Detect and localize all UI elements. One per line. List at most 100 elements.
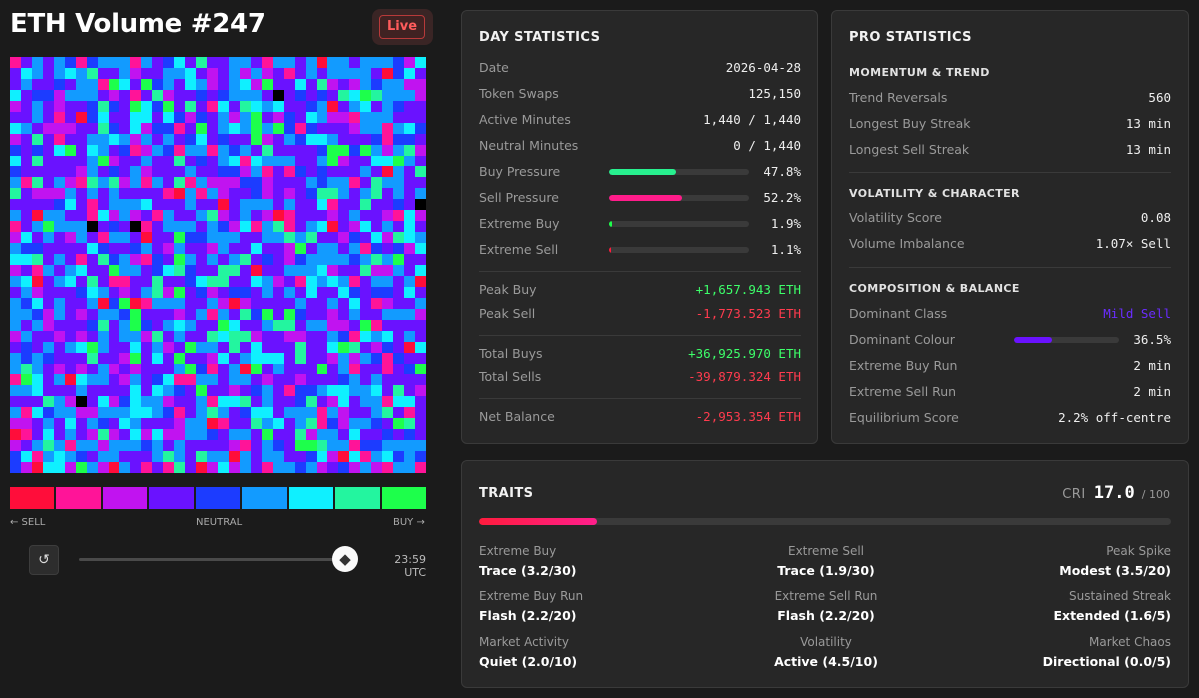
grid-cell xyxy=(360,374,372,386)
grid-cell xyxy=(53,177,65,189)
grid-cell xyxy=(239,221,251,233)
grid-cell xyxy=(207,440,218,452)
replay-button[interactable]: ↺ xyxy=(29,545,59,575)
grid-cell xyxy=(218,418,229,430)
ethereum-icon: ◆ xyxy=(339,550,351,568)
grid-cell xyxy=(415,57,426,68)
grid-cell xyxy=(119,111,131,123)
grid-cell xyxy=(393,396,405,408)
grid-cell xyxy=(294,440,306,452)
grid-cell xyxy=(31,265,43,276)
grid-cell xyxy=(327,308,339,320)
grid-cell xyxy=(152,440,164,452)
day-statistics-title: DAY STATISTICS xyxy=(479,30,601,45)
grid-cell xyxy=(283,352,295,364)
grid-cell xyxy=(305,254,317,265)
grid-cell xyxy=(404,221,416,233)
grid-cell xyxy=(75,265,87,276)
grid-cell xyxy=(31,385,43,397)
grid-cell xyxy=(316,232,328,244)
grid-cell xyxy=(163,451,175,463)
grid-cell xyxy=(360,144,372,156)
grid-cell xyxy=(239,451,251,463)
grid-cell xyxy=(75,144,87,156)
grid-cell xyxy=(207,451,218,463)
grid-cell xyxy=(75,133,87,145)
grid-cell xyxy=(53,374,65,386)
time-slider-track[interactable] xyxy=(79,558,347,561)
grid-cell xyxy=(283,177,295,189)
grid-cell xyxy=(163,122,175,134)
grid-cell xyxy=(20,286,32,298)
grid-cell xyxy=(294,133,306,145)
grid-cell xyxy=(338,308,350,320)
grid-cell xyxy=(349,100,361,112)
grid-cell xyxy=(393,275,405,287)
cri-label: CRI xyxy=(1062,487,1086,502)
grid-cell xyxy=(10,374,21,386)
grid-cell xyxy=(185,275,197,287)
grid-cell xyxy=(261,265,273,276)
live-badge[interactable]: Live xyxy=(379,15,425,39)
grid-cell xyxy=(207,385,218,397)
grid-cell xyxy=(338,286,350,298)
grid-cell xyxy=(97,67,109,79)
grid-cell xyxy=(196,57,208,68)
grid-cell xyxy=(130,396,142,408)
grid-cell xyxy=(64,418,76,430)
stat-label: Longest Sell Streak xyxy=(849,142,970,157)
grid-cell xyxy=(174,210,186,222)
grid-cell xyxy=(31,243,43,255)
grid-cell xyxy=(53,254,65,265)
grid-cell xyxy=(218,385,229,397)
grid-cell xyxy=(42,330,54,342)
grid-cell xyxy=(20,188,32,200)
grid-cell xyxy=(185,111,197,123)
grid-cell xyxy=(53,275,65,287)
grid-cell xyxy=(404,286,416,298)
grid-cell xyxy=(97,429,109,441)
grid-cell xyxy=(130,199,142,211)
palette-swatch-2 xyxy=(56,487,101,509)
grid-cell xyxy=(75,330,87,342)
grid-cell xyxy=(294,100,306,112)
grid-cell xyxy=(196,385,208,397)
grid-cell xyxy=(404,418,416,430)
grid-cell xyxy=(316,57,328,68)
grid-cell xyxy=(305,188,317,200)
grid-cell xyxy=(119,440,131,452)
grid-cell xyxy=(152,100,164,112)
grid-cell xyxy=(75,407,87,419)
trait-extreme-buy-run: Extreme Buy Run Flash (2.2/20) xyxy=(479,589,709,623)
grid-cell xyxy=(86,418,98,430)
grid-cell xyxy=(415,221,426,233)
grid-cell xyxy=(207,297,218,309)
grid-cell xyxy=(64,254,76,265)
grid-cell xyxy=(218,363,229,375)
grid-cell xyxy=(141,144,153,156)
grid-cell xyxy=(64,111,76,123)
grid-cell xyxy=(393,418,405,430)
grid-cell xyxy=(31,407,43,419)
stat-value: 1.1% xyxy=(770,242,801,257)
grid-cell xyxy=(393,440,405,452)
grid-cell xyxy=(86,275,98,287)
grid-cell xyxy=(86,232,98,244)
grid-cell xyxy=(10,177,21,189)
grid-cell xyxy=(349,319,361,331)
grid-cell xyxy=(42,440,54,452)
grid-cell xyxy=(283,221,295,233)
grid-cell xyxy=(294,407,306,419)
grid-cell xyxy=(130,78,142,90)
grid-cell xyxy=(316,407,328,419)
grid-cell xyxy=(86,144,98,156)
stat-row-equilibrium-score: Equilibrium Score 2.2% off-centre xyxy=(849,408,1171,428)
grid-cell xyxy=(218,440,229,452)
grid-cell xyxy=(228,363,240,375)
stat-row-neutral-minutes: Neutral Minutes 0 / 1,440 xyxy=(479,136,801,156)
time-slider-thumb[interactable]: ◆ xyxy=(332,546,358,572)
stat-value: 1,440 / 1,440 xyxy=(703,112,801,127)
grid-cell xyxy=(207,396,218,408)
grid-cell xyxy=(31,188,43,200)
grid-cell xyxy=(305,133,317,145)
